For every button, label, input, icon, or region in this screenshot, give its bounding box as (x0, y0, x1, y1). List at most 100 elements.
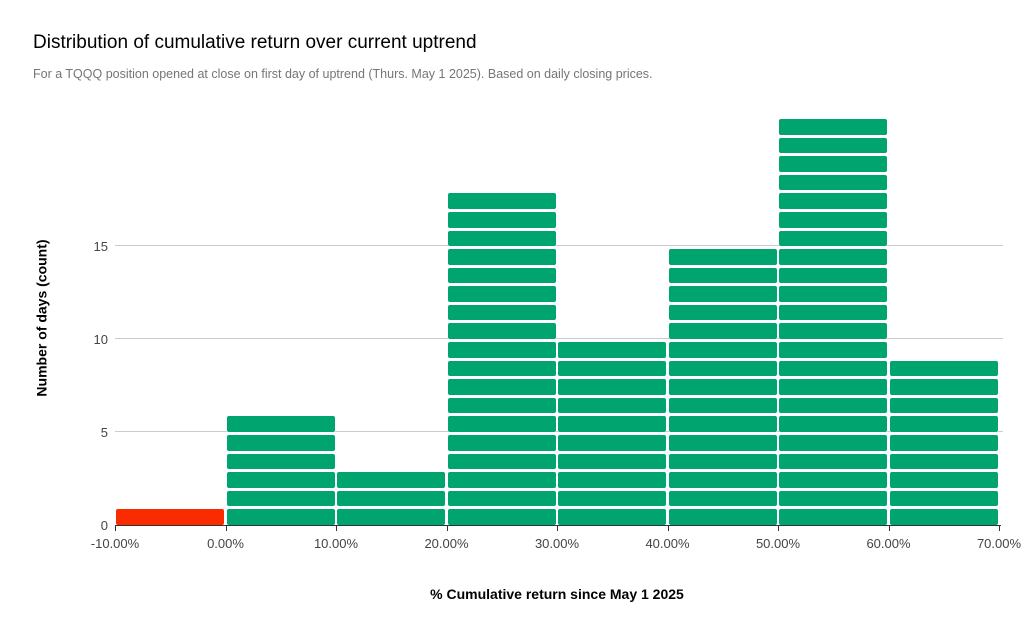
chart-title: Distribution of cumulative return over c… (33, 32, 477, 53)
bar-segment (779, 397, 888, 414)
bar-segment (889, 397, 998, 414)
bar-segment (447, 360, 556, 377)
x-axis-tick (999, 525, 1000, 531)
x-tick-label-60.00%: 60.00% (866, 536, 911, 551)
x-tick-label-30.00%: 30.00% (534, 536, 580, 551)
bar-segment (558, 435, 667, 451)
bar-segment (779, 304, 888, 321)
bar-segment (779, 156, 888, 172)
bar-segment (226, 490, 335, 507)
bar-segment (779, 230, 888, 247)
x-axis-tick (667, 525, 669, 531)
bar-segment (558, 342, 667, 358)
bar-segment (226, 472, 335, 488)
histogram-bar-10to20[interactable] (337, 472, 446, 525)
histogram-bar-0to10[interactable] (226, 416, 335, 525)
bar-segment (889, 435, 998, 451)
x-axis-tick (225, 525, 227, 531)
bar-segment (889, 509, 998, 525)
bar-segment (447, 267, 556, 284)
x-tick-label-0.00%: 0.00% (207, 536, 244, 551)
histogram-bar-40to50[interactable] (668, 249, 777, 525)
chart-subtitle: For a TQQQ position opened at close on f… (33, 67, 653, 81)
bar-segment (779, 193, 888, 209)
bar-segment (779, 490, 888, 507)
bar-segment (668, 267, 777, 284)
bar-segment (447, 304, 556, 321)
bar-segment (779, 174, 888, 191)
bar-segment (558, 416, 667, 433)
bar-segment (337, 490, 446, 507)
bar-segment (116, 509, 225, 525)
bar-segment (558, 397, 667, 414)
bar-segment (668, 416, 777, 433)
y-tick-label-0: 0 (100, 517, 108, 533)
bar-segment (558, 509, 667, 525)
bar-segment (779, 360, 888, 377)
x-axis-tick (888, 525, 890, 531)
y-gridline-10 (115, 338, 1003, 339)
bar-segment (447, 323, 556, 340)
bar-segment (779, 211, 888, 228)
bar-segment (226, 509, 335, 525)
plot-area (115, 110, 1003, 525)
bar-segment (668, 453, 777, 470)
bar-segment (668, 342, 777, 358)
x-axis-tick (115, 525, 116, 531)
histogram-bar--10to0[interactable] (116, 509, 225, 525)
histogram-bar-30to40[interactable] (558, 342, 667, 525)
x-tick-label-40.00%: 40.00% (645, 536, 690, 551)
bar-segment (668, 397, 777, 414)
bar-segment (779, 137, 888, 154)
bar-segment (779, 286, 888, 302)
y-tick-label-10: 10 (93, 331, 108, 347)
bar-segment (558, 379, 667, 395)
histogram-bar-60to70[interactable] (889, 360, 998, 525)
x-tick-label-50.00%: 50.00% (755, 536, 801, 551)
bar-segment (668, 304, 777, 321)
bar-segment (447, 435, 556, 451)
x-tick-label-70.00%: 70.00% (976, 536, 1022, 551)
bar-segment (779, 416, 888, 433)
bar-segment (779, 435, 888, 451)
bar-segment (447, 453, 556, 470)
y-axis-title: Number of days (count) (28, 110, 56, 525)
bar-segment (668, 379, 777, 395)
bar-segment (558, 360, 667, 377)
bar-segment (779, 118, 888, 135)
bar-segment (447, 416, 556, 433)
bar-segment (447, 472, 556, 488)
y-gridline-15 (115, 245, 1003, 246)
x-axis-line (115, 525, 1001, 526)
bar-segment (668, 490, 777, 507)
x-axis-tick (336, 525, 337, 531)
y-axis-title-text: Number of days (count) (34, 238, 50, 397)
x-axis-title: % Cumulative return since May 1 2025 (430, 586, 684, 602)
bar-segment (447, 211, 556, 228)
bar-segment (558, 472, 667, 488)
bar-segment (779, 267, 888, 284)
bar-segment (558, 490, 667, 507)
x-axis-tick (446, 525, 448, 531)
bar-segment (668, 286, 777, 302)
bar-segment (668, 472, 777, 488)
bar-segment (447, 342, 556, 358)
bar-segment (668, 509, 777, 525)
bar-segment (668, 323, 777, 340)
histogram-bar-20to30[interactable] (447, 193, 556, 525)
bar-segment (447, 193, 556, 209)
bar-segment (668, 435, 777, 451)
bar-segment (337, 509, 446, 525)
bar-segment (668, 360, 777, 377)
bar-segment (779, 472, 888, 488)
bar-segment (558, 453, 667, 470)
histogram-bar-50to60[interactable] (779, 118, 888, 525)
bar-segment (889, 472, 998, 488)
x-tick-label-20.00%: 20.00% (424, 536, 469, 551)
x-axis-tick (557, 525, 558, 531)
bar-segment (447, 230, 556, 247)
x-tick-label--10.00%: -10.00% (90, 536, 140, 551)
bar-segment (226, 453, 335, 470)
bar-segment (889, 360, 998, 377)
